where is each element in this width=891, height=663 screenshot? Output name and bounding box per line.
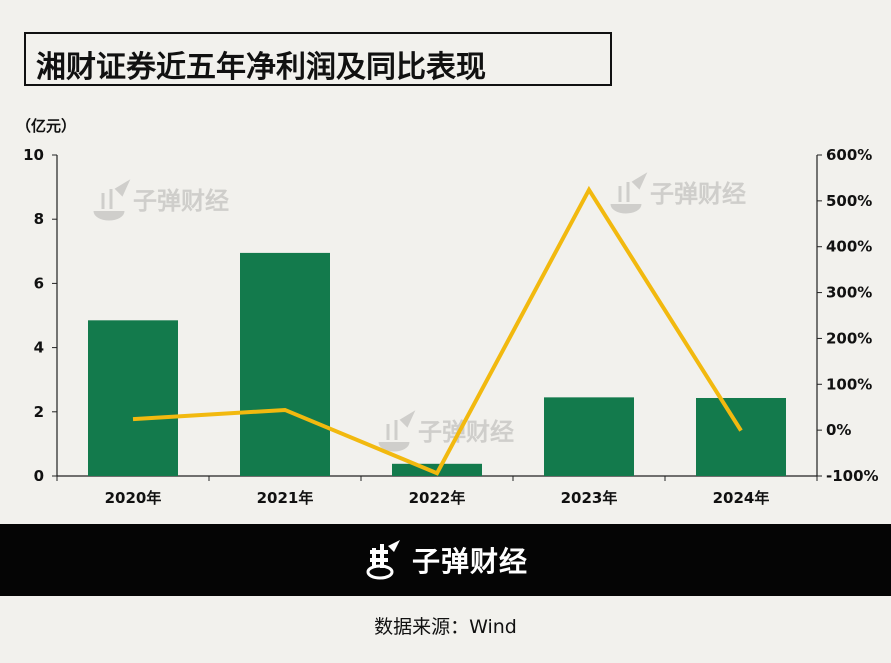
y-left-unit: （亿元） bbox=[16, 117, 76, 135]
x-tick-label: 2020年 bbox=[105, 489, 162, 507]
bar bbox=[88, 320, 178, 476]
y-left-tick-label: 2 bbox=[34, 403, 44, 421]
watermark-text: 子弹财经 bbox=[133, 187, 229, 215]
watermark-logo-icon bbox=[610, 172, 648, 214]
bar bbox=[696, 397, 786, 476]
watermark-logo-icon bbox=[93, 179, 131, 221]
watermark-logo-icon bbox=[378, 410, 416, 452]
y-left-tick-label: 0 bbox=[34, 467, 44, 485]
footer-brand-text: 子弹财经 bbox=[412, 545, 529, 578]
footer-brand: 子弹财经 bbox=[360, 538, 528, 582]
title-box: 湘财证券近五年净利润及同比表现 bbox=[24, 32, 612, 86]
watermark: 子弹财经 bbox=[378, 410, 514, 452]
chart-title: 湘财证券近五年净利润及同比表现 bbox=[36, 50, 486, 85]
data-source: 数据来源：Wind bbox=[374, 616, 517, 638]
watermark: 子弹财经 bbox=[93, 179, 229, 221]
y-left-tick-label: 6 bbox=[34, 274, 44, 292]
watermark: 子弹财经 bbox=[610, 172, 746, 214]
y-right-tick-label: 600% bbox=[826, 146, 872, 164]
x-tick-label: 2021年 bbox=[257, 489, 314, 507]
bar bbox=[240, 252, 330, 476]
x-tick-label: 2022年 bbox=[409, 489, 466, 507]
y-right-tick-label: 300% bbox=[826, 284, 872, 302]
y-right-tick-label: 400% bbox=[826, 238, 872, 256]
y-right-tick-label: -100% bbox=[826, 467, 879, 485]
bar bbox=[544, 397, 634, 476]
y-left-tick-label: 8 bbox=[34, 210, 44, 228]
y-right-tick-label: 0% bbox=[826, 421, 851, 439]
y-left-tick-label: 10 bbox=[23, 146, 44, 164]
footer-band bbox=[0, 524, 891, 596]
x-tick-label: 2024年 bbox=[713, 489, 770, 507]
y-right-tick-label: 500% bbox=[826, 192, 872, 210]
bullet-logo-icon bbox=[366, 540, 400, 580]
y-right-tick-label: 200% bbox=[826, 329, 872, 347]
watermark-text: 子弹财经 bbox=[650, 180, 746, 208]
y-left-tick-label: 4 bbox=[34, 339, 44, 357]
x-tick-label: 2023年 bbox=[561, 489, 618, 507]
y-right-tick-label: 100% bbox=[826, 375, 872, 393]
chart-canvas: 子弹财经 子弹财经子弹财经（亿元）0246810-100%0%100%200%30… bbox=[16, 117, 879, 507]
